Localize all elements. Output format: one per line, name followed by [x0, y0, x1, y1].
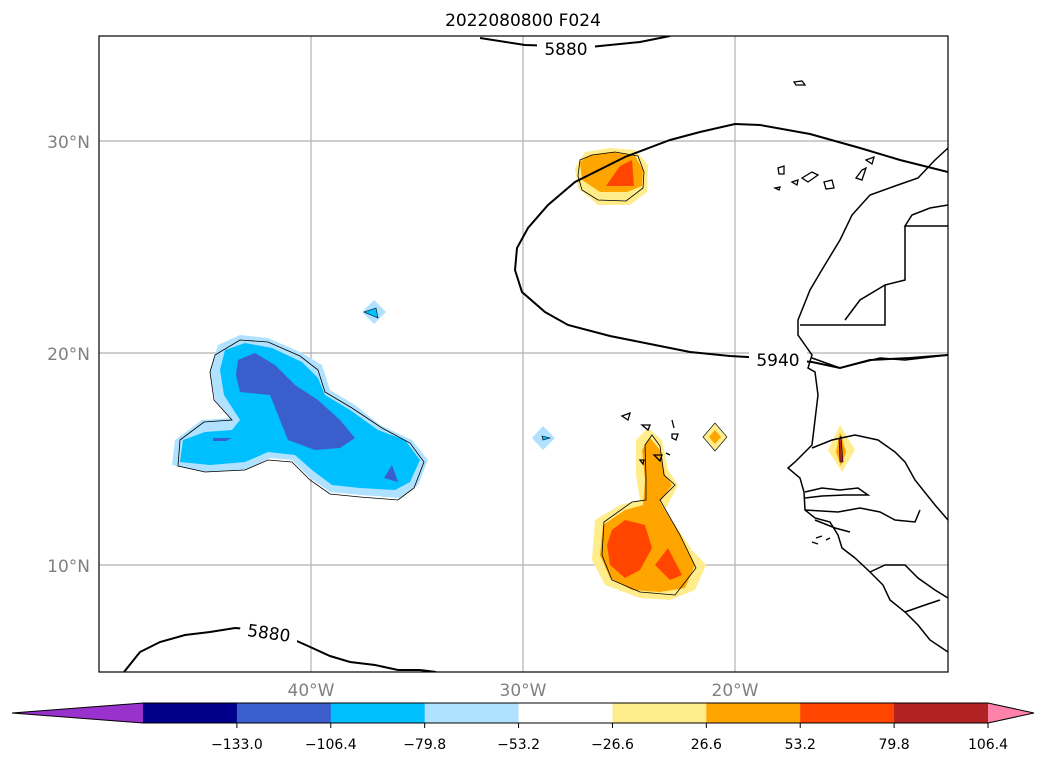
colorbar-tick-label: 79.8 [879, 737, 910, 753]
colorbar-segment [143, 703, 238, 723]
gambia [804, 487, 871, 499]
colorbar-outline [11, 702, 1035, 724]
colorbar-segment [518, 703, 613, 723]
liberia-border [904, 599, 941, 613]
colorbar-extend-low [12, 703, 143, 723]
neg-region-dark [236, 353, 355, 450]
colorbar-tick-label: 26.6 [691, 737, 722, 753]
colorbar-tick-label: −79.8 [403, 737, 446, 753]
pos-south-dark [607, 520, 652, 578]
canary-island-6 [864, 155, 875, 166]
colorbar: −133.0 −106.4 −79.8 −53.2 −26.6 26.6 53.2 79.8 1… [11, 702, 1035, 753]
sierra-leone-border [869, 564, 948, 599]
morocco-border [903, 204, 948, 227]
cape-verde-3 [671, 419, 675, 429]
madeira-island [792, 80, 807, 86]
lat-label-20n: 20°N [47, 345, 90, 365]
colorbar-tick-label: −106.4 [305, 737, 357, 753]
pos-blob-diamond-inner [709, 430, 721, 444]
neg-region-outline [177, 339, 425, 501]
colorbar-segment [612, 703, 707, 723]
neg-blob-small-2-inner [541, 435, 552, 441]
canary-island-7 [773, 186, 781, 191]
colorbar-segment [330, 703, 426, 723]
islands [620, 80, 875, 545]
cape-verde-7 [665, 452, 671, 456]
colorbar-segment [236, 703, 332, 723]
canary-island-5 [854, 166, 868, 181]
guinea-bissau-border [814, 519, 851, 533]
cape-verde-6 [638, 459, 645, 466]
colorbar-tick-label: 53.2 [785, 737, 816, 753]
longitude-labels: 40°W 30°W 20°W [288, 681, 759, 701]
canary-island-3 [800, 171, 820, 183]
lat-label-30n: 30°N [47, 133, 90, 153]
canary-island-4 [823, 179, 835, 190]
africa-coastline [786, 147, 948, 653]
contour-label-5940: 5940 [756, 351, 799, 371]
lon-label-20w: 20°W [712, 681, 759, 701]
positive-anomaly-regions [575, 148, 855, 600]
cape-verde-5 [652, 454, 663, 463]
pos-blob-senegal-inner [838, 434, 844, 463]
map-frame [98, 35, 949, 673]
colorbar-segment [706, 703, 801, 723]
neg-region-dark-sliver [213, 438, 232, 441]
canary-island-2 [790, 179, 799, 187]
cape-verde-2 [640, 424, 651, 432]
pos-south-dark-2 [655, 548, 682, 580]
lat-label-10n: 10°N [47, 557, 90, 577]
pos-south-outline [601, 434, 697, 596]
latitude-labels: 30°N 20°N 10°N [47, 133, 90, 577]
colorbar-tick-label: 106.4 [968, 737, 1008, 753]
colorbar-tick-label: −53.2 [497, 737, 540, 753]
pos-north-dark [606, 160, 634, 186]
lon-label-30w: 30°W [500, 681, 547, 701]
colorbar-extend-high [988, 703, 1034, 723]
gridlines [99, 36, 948, 672]
colorbar-segment [894, 703, 989, 723]
mali-border [811, 354, 948, 369]
pos-north-outline [577, 151, 645, 202]
cape-verde-1 [620, 411, 631, 422]
bijagos-islands [811, 535, 831, 545]
coastlines [786, 147, 948, 653]
colorbar-segment [800, 703, 895, 723]
lon-label-40w: 40°W [288, 681, 335, 701]
mauritania-border [844, 284, 886, 321]
canary-island-1 [777, 165, 785, 175]
guinea-border [804, 507, 921, 523]
neg-blob-small-1-inner [363, 307, 379, 319]
neg-region-dark-small [384, 465, 398, 482]
contour-label-5880-north: 5880 [544, 40, 587, 60]
colorbar-segment [424, 703, 520, 723]
colorbar-tick-label: −133.0 [211, 737, 263, 753]
senegal-border [811, 434, 948, 521]
figure-title: 2022080800 F024 [445, 11, 601, 31]
contour-label-group: 5880 5940 5880 [238, 39, 807, 647]
cape-verde-4 [671, 433, 679, 441]
negative-anomaly-region [172, 300, 555, 501]
colorbar-tick-label: −26.6 [591, 737, 634, 753]
